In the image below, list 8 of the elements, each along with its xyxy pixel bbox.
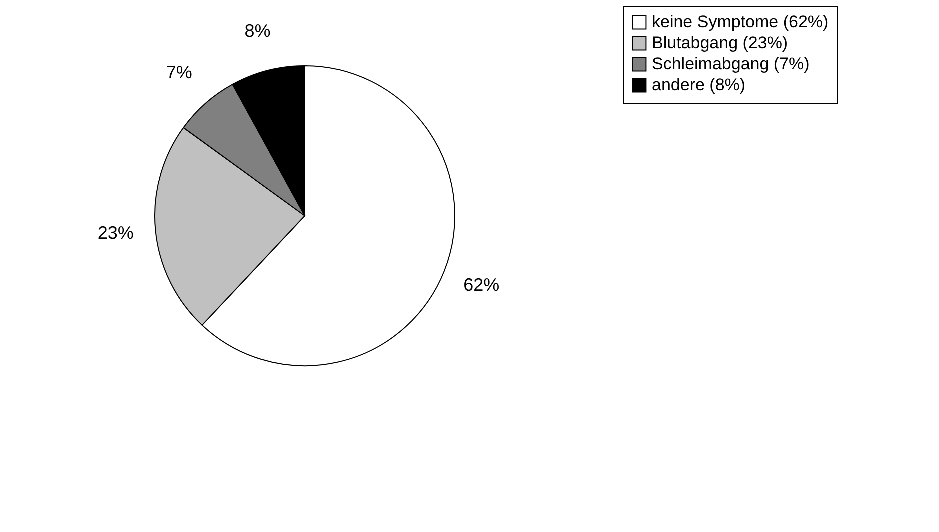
data-label: 62%	[464, 274, 500, 295]
legend-label: andere (8%)	[652, 76, 746, 94]
data-label: 7%	[166, 62, 192, 82]
legend-label: Schleimabgang (7%)	[652, 54, 810, 74]
legend-label: Blutabgang (23%)	[652, 34, 788, 52]
data-label: 8%	[244, 20, 271, 41]
data-label: 23%	[98, 222, 134, 243]
legend-label: keine Symptome (62%)	[652, 12, 829, 32]
